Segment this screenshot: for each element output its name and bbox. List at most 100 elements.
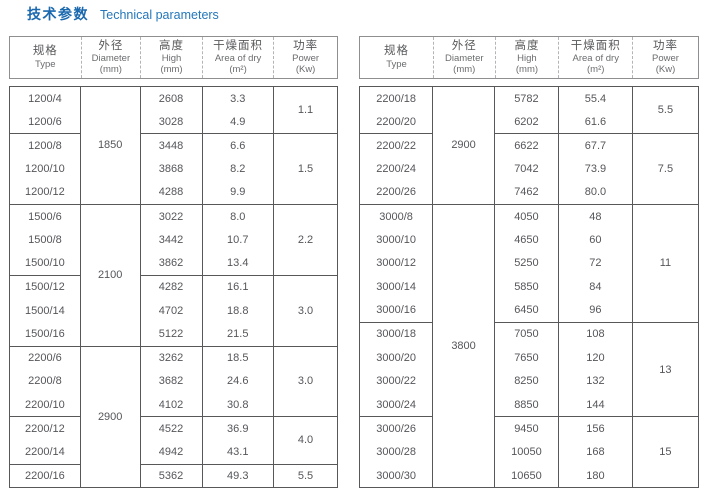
table-row: 2200/6 2900 3262 18.5 3.0 [9, 346, 338, 489]
cell-type: 1500/12 [9, 275, 81, 299]
header-col-area-of-dry: 干燥面积 Area of dry (m²) [558, 37, 632, 78]
header-label-zh: 干燥面积 [570, 39, 621, 52]
table-row: 3000/24 8850 144 [358, 393, 699, 418]
cell-area: 60 [557, 228, 633, 252]
cell-area: 21.5 [201, 322, 275, 347]
cell-area: 120 [557, 346, 633, 370]
table-row: 2200/8 3682 24.6 [9, 369, 338, 394]
table-row: 3000/20 7650 120 [358, 346, 699, 370]
cell-high: 7650 [493, 346, 559, 370]
cell-area: 8.0 [201, 204, 275, 229]
header-label-zh: 干燥面积 [213, 39, 264, 52]
table-row: 3000/12 5250 72 [358, 251, 699, 276]
cell-high: 6450 [493, 298, 559, 323]
cell-area: 49.3 [201, 464, 275, 489]
cell-power: 2.2 [273, 204, 338, 276]
header-col-type: 规格 Type [10, 37, 81, 78]
header-label-unit: (mm) [99, 64, 122, 76]
header-label-zh: 规格 [32, 45, 58, 58]
table-row: 3000/10 4650 60 [358, 228, 699, 252]
cell-type: 2200/22 [358, 133, 434, 158]
header-label-unit: (Kw) [655, 64, 676, 76]
cell-power: 5.5 [631, 86, 700, 135]
cell-high: 4102 [139, 393, 203, 418]
cell-area: 108 [557, 322, 633, 347]
table-row: 1500/6 2100 3022 8.0 2.2 [9, 204, 338, 347]
cell-type: 1200/8 [9, 133, 81, 158]
table-body: 1200/4 1850 2608 3.3 1.1 1200/6 3028 4.9 1200/8 3… [9, 86, 338, 489]
table-row: 2200/14 4942 43.1 [9, 440, 338, 465]
cell-type: 2200/20 [358, 110, 434, 135]
header-label-en: Area of dry [214, 53, 262, 65]
cell-area: 48 [557, 204, 633, 229]
cell-power: 3.0 [273, 275, 338, 347]
table-row: 1500/14 4702 18.8 [9, 298, 338, 323]
table-row: 1200/10 3868 8.2 [9, 157, 338, 181]
cell-high: 8250 [493, 369, 559, 394]
table-row: 3000/22 8250 132 [358, 369, 699, 394]
cell-type: 3000/22 [358, 369, 434, 394]
header-label-zh: 外径 [98, 39, 124, 52]
cell-diameter: 2900 [432, 86, 495, 205]
cell-type: 3000/28 [358, 440, 434, 464]
cell-type: 1500/8 [9, 228, 81, 252]
header-label-zh: 规格 [384, 45, 409, 58]
table-row: 3000/14 5850 84 [358, 275, 699, 299]
table-row: 3000/8 3800 4050 48 11 [358, 204, 700, 489]
page-title-zh: 技术参数 [27, 6, 89, 22]
cell-high: 4650 [493, 228, 559, 252]
cell-high: 3448 [139, 133, 203, 158]
cell-area: 132 [557, 369, 633, 394]
cell-area: 3.3 [201, 86, 275, 111]
header-label-en: Power [652, 53, 679, 65]
header-col-power: 功率 Power (Kw) [632, 37, 698, 78]
table-row: 2200/20 6202 61.6 [358, 110, 699, 135]
cell-area: 9.9 [201, 180, 275, 205]
cell-type: 2200/18 [358, 86, 434, 111]
header-col-diameter: 外径 Diameter (mm) [80, 37, 141, 78]
cell-type: 1500/16 [9, 322, 81, 347]
header-label-en: High [161, 53, 182, 65]
header-col-type: 规格 Type [360, 37, 433, 78]
table-row: 1200/6 3028 4.9 [9, 110, 338, 135]
cell-power: 1.1 [273, 86, 338, 135]
cell-power: 5.5 [273, 464, 338, 489]
parameters-table-right: 规格 Type 外径 Diameter (mm) 高度 High (mm) 干燥面积 Area o… [358, 36, 700, 489]
cell-type: 2200/6 [9, 346, 81, 370]
table-row: 2200/16 5362 49.3 5.5 [9, 464, 338, 489]
table-row: 2200/12 4522 36.9 4.0 [9, 416, 338, 465]
header-label-unit: (mm) [515, 64, 539, 76]
table-row: 1500/10 3862 13.4 [9, 251, 338, 276]
cell-high: 4288 [139, 180, 203, 205]
table-row: 2200/10 4102 30.8 [9, 393, 338, 418]
header-col-high: 高度 High (mm) [494, 37, 559, 78]
cell-power: 11 [631, 204, 700, 323]
cell-high: 3262 [139, 346, 203, 370]
table-row: 1500/12 4282 16.1 3.0 [9, 275, 338, 347]
cell-area: 80.0 [557, 180, 633, 205]
header-label-unit: (m²) [229, 64, 247, 76]
cell-type: 2200/14 [9, 440, 81, 465]
cell-type: 3000/16 [358, 298, 434, 323]
cell-high: 6622 [493, 133, 559, 158]
cell-area: 43.1 [201, 440, 275, 465]
header-col-power: 功率 Power (Kw) [273, 37, 337, 78]
table-row: 3000/26 9450 156 15 [358, 416, 700, 489]
cell-diameter: 3800 [432, 204, 495, 489]
cell-high: 4522 [139, 416, 203, 441]
cell-type: 3000/10 [358, 228, 434, 252]
header-label-zh: 高度 [159, 39, 185, 52]
cell-power: 15 [631, 416, 700, 489]
table-row: 1200/4 1850 2608 3.3 1.1 [9, 86, 338, 205]
header-label-unit: (mm) [160, 64, 183, 76]
header-label-en: Type [35, 58, 56, 70]
cell-high: 7042 [493, 157, 559, 181]
cell-power: 4.0 [273, 416, 338, 465]
cell-high: 4282 [139, 275, 203, 299]
cell-area: 24.6 [201, 369, 275, 394]
cell-area: 13.4 [201, 251, 275, 276]
cell-high: 4050 [493, 204, 559, 229]
cell-high: 9450 [493, 416, 559, 441]
header-label-en: Diameter [444, 53, 484, 65]
cell-high: 2608 [139, 86, 203, 111]
